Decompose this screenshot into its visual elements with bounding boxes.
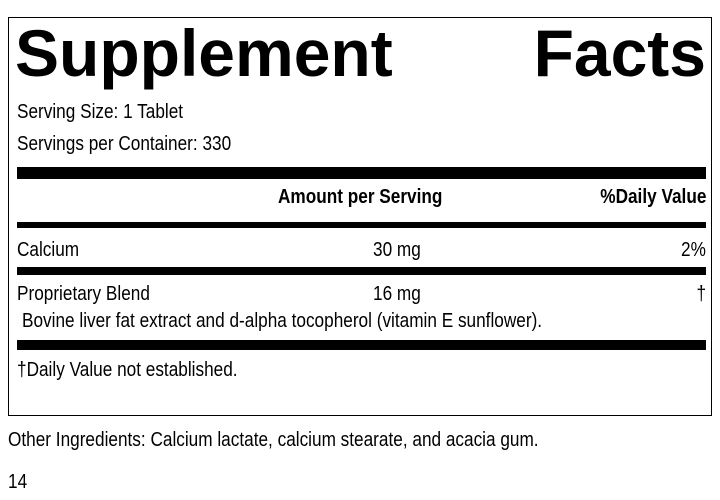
nutrient-amount: 30 mg [373,239,421,261]
nutrient-amount: 16 mg [373,283,421,305]
other-ingredients: Other Ingredients: Calcium lactate, calc… [8,429,539,451]
footnote: †Daily Value not established. [17,359,238,381]
divider [17,267,706,275]
blend-description: Bovine liver fat extract and d-alpha toc… [22,310,543,332]
header-amount: Amount per Serving [278,186,443,208]
nutrient-dv: 2% [681,239,706,261]
title-supplement: Supplement [15,16,393,90]
page-number: 14 [8,471,28,493]
divider-thick [17,340,706,350]
supplement-facts-panel [8,17,712,416]
divider-thick [17,167,706,179]
nutrient-name: Calcium [17,239,80,261]
servings-per-container: Servings per Container: 330 [17,133,232,155]
serving-size: Serving Size: 1 Tablet [17,101,184,123]
title-facts: Facts [533,16,706,90]
header-daily-value: %Daily Value [599,186,706,208]
nutrient-name: Proprietary Blend [17,283,150,305]
divider [17,222,706,228]
nutrient-dv: † [696,283,706,305]
